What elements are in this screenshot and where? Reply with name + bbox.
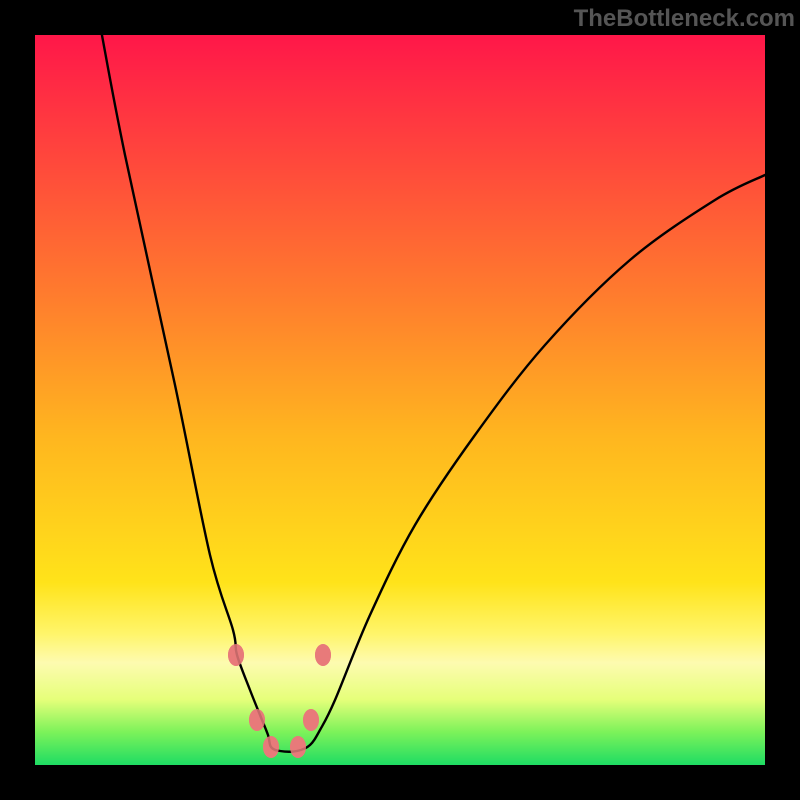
frame-right [765,0,800,800]
frame-bottom [0,765,800,800]
plot-area [35,35,765,765]
figure: TheBottleneck.com [0,0,800,800]
frame-left [0,0,35,800]
watermark-text: TheBottleneck.com [574,5,795,33]
chart-canvas [35,35,765,765]
